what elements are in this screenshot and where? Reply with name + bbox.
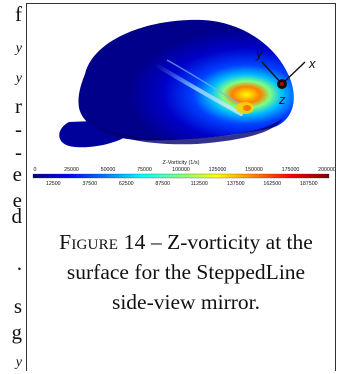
colorbar-tick-label: 50000 (101, 167, 116, 173)
text-fragment: e (12, 162, 22, 186)
text-fragment: f (15, 2, 22, 26)
caption-label: Figure 14 (59, 230, 146, 254)
caption-text: Z-vorticity at the surface for the Stepp… (66, 230, 313, 314)
colorbar-tick-label: 37500 (82, 181, 97, 187)
text-fragment: r (15, 94, 22, 118)
figure-box: y x z Z-Vorticity (1/s) 0 25000 50000 75000… (26, 3, 336, 371)
colorbar-tick-label: 112500 (191, 181, 208, 187)
figure-caption: Figure 14 – Z-vorticity at the surface f… (47, 227, 325, 317)
colorbar-tick-label: 200000 (318, 167, 335, 173)
body-text-column: f y y r - - e e d . s g y (0, 0, 23, 374)
mirror-rim-shape (83, 114, 283, 145)
colorbar-tick-label: 125000 (209, 167, 227, 173)
colorbar-top-ticks: 0 25000 50000 75000 100000 125000 150000 175000… (34, 167, 336, 173)
axis-label-x: x (308, 56, 316, 71)
axes-triad: y x z (255, 46, 316, 107)
colorbar-tick-label: 87500 (155, 181, 170, 187)
text-fragment: s (13, 294, 22, 318)
colorbar-tick-label: 137500 (227, 181, 245, 187)
text-fragment: - (15, 140, 22, 164)
colorbar (32, 173, 330, 179)
mirror-housing-shape (78, 19, 294, 141)
text-fragment: y (15, 41, 22, 56)
colorbar-tick-label: 62500 (119, 181, 134, 187)
colorbar-tick-label: 75000 (137, 167, 152, 173)
vorticity-render: y x z Z-Vorticity (1/s) 0 25000 50000 75000… (32, 19, 336, 187)
vorticity-hotspot-core (243, 105, 251, 111)
text-fragment: - (15, 117, 22, 141)
colorbar-tick-label: 162500 (263, 181, 281, 187)
text-fragment: g (11, 320, 23, 344)
colorbar-tick-label: 175000 (282, 167, 300, 173)
axis-label-z: z (278, 92, 286, 107)
vorticity-streak (153, 62, 243, 116)
colorbar-tick-label: 150000 (245, 167, 263, 173)
colorbar-tick-label: 100000 (172, 167, 190, 173)
axis-label-y: y (255, 46, 264, 61)
text-fragment: . (16, 251, 22, 275)
colorbar-bottom-ticks: 12500 37500 62500 87500 112500 137500 162500 18… (46, 181, 318, 187)
colorbar-tick-label: 25000 (64, 167, 79, 173)
text-fragment: d (11, 204, 23, 228)
colorbar-tick-label: 0 (34, 167, 37, 173)
figure-graphic: y x z Z-Vorticity (1/s) 0 25000 50000 75000… (27, 4, 336, 204)
text-fragment: y (15, 355, 22, 370)
colorbar-tick-label: 12500 (46, 181, 61, 187)
text-fragment: y (15, 71, 22, 86)
caption-dash: – (145, 230, 168, 254)
colorbar-tick-label: 187500 (300, 181, 318, 187)
text-fragment: e (12, 188, 22, 212)
colorbar-title: Z-Vorticity (1/s) (163, 160, 200, 166)
